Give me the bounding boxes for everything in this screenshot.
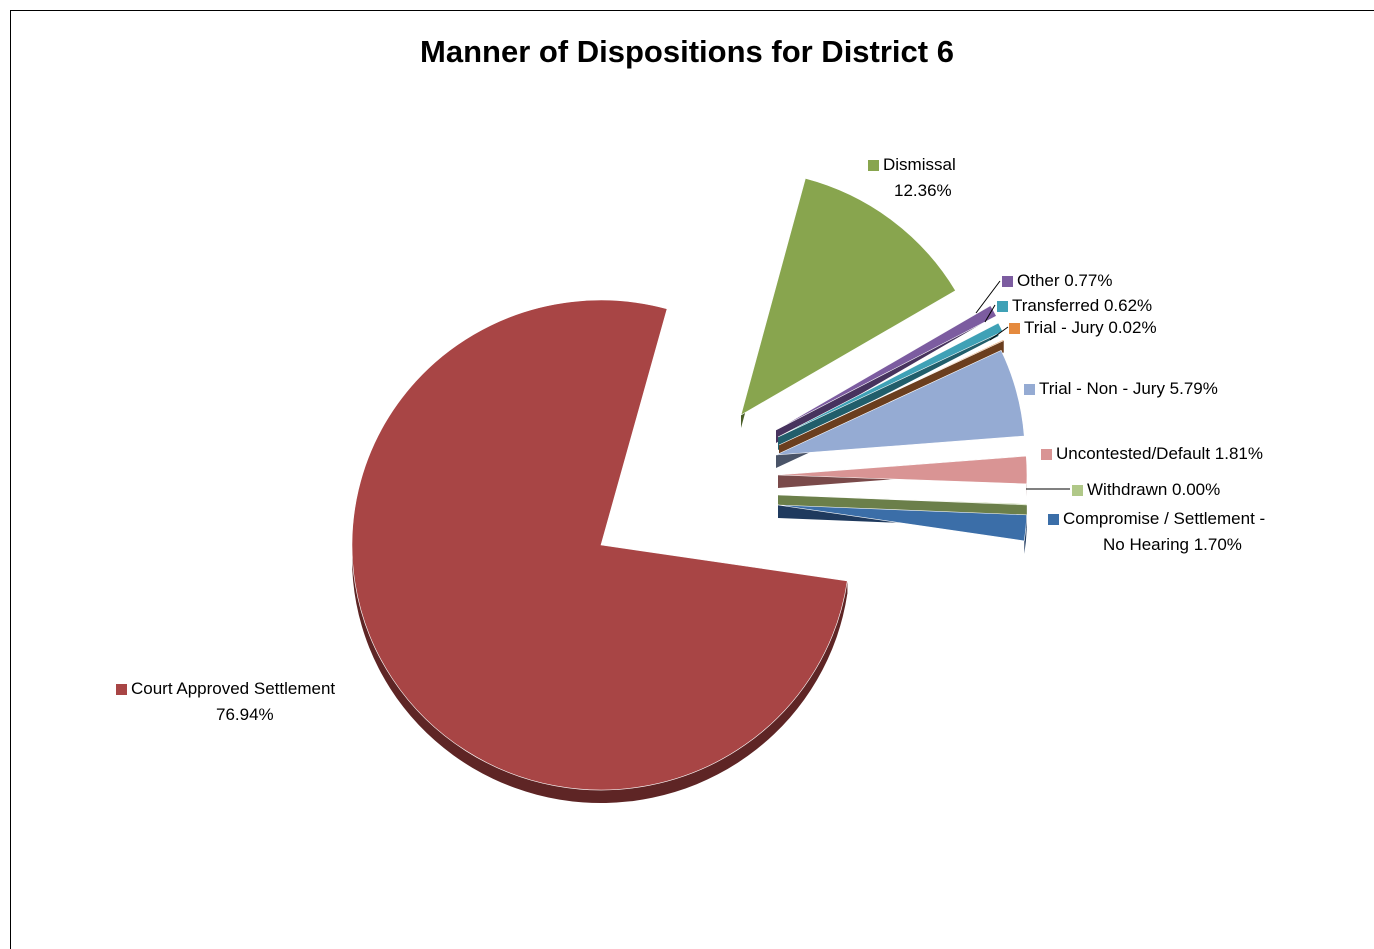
- chart-title: Manner of Dispositions for District 6: [420, 34, 954, 69]
- legend-swatch-withdrawn: [1072, 484, 1083, 496]
- label-trial-jury: Trial - Jury 0.02%: [1009, 315, 1157, 341]
- label-value: No Hearing 1.70%: [1103, 535, 1242, 554]
- label-text: Transferred 0.62%: [1012, 296, 1153, 315]
- label-value: 76.94%: [216, 705, 274, 724]
- slice-transferred[interactable]: [777, 322, 1004, 438]
- chart-frame: [10, 10, 1374, 949]
- slice-compromise[interactable]: [777, 504, 1028, 542]
- slice-face-withdrawn: [778, 495, 1027, 517]
- label-uncontested: Uncontested/Default 1.81%: [1041, 441, 1263, 467]
- label-text: Uncontested/Default 1.81%: [1056, 444, 1263, 463]
- legend-swatch-trial-jury: [1009, 322, 1020, 334]
- label-other: Other 0.77%: [1002, 268, 1112, 294]
- label-court-approved-settlement: Court Approved Settlement 76.94%: [116, 676, 335, 728]
- legend-swatch-court: [116, 683, 127, 695]
- legend-swatch-other: [1002, 275, 1013, 287]
- label-text: Withdrawn 0.00%: [1087, 480, 1221, 499]
- label-value: 12.36%: [894, 181, 952, 200]
- slice-court-approved-settlement[interactable]: [351, 299, 848, 791]
- slice-side-compromise: [1024, 514, 1027, 554]
- legend-swatch-dismissal: [868, 159, 879, 171]
- label-text: Other 0.77%: [1017, 271, 1113, 290]
- slice-dismissal[interactable]: [740, 177, 956, 416]
- legend-swatch-transferred: [997, 300, 1008, 312]
- leader-line: [984, 304, 996, 323]
- legend-swatch-uncontested: [1041, 448, 1052, 460]
- pie-tops: [351, 177, 1028, 791]
- slice-uncontested[interactable]: [777, 455, 1028, 485]
- label-text: Dismissal: [883, 155, 956, 174]
- legend-swatch-compromise: [1048, 513, 1059, 525]
- leader-lines: [975, 280, 1070, 490]
- leader-line: [989, 326, 1009, 341]
- label-trial-non-jury: Trial - Non - Jury 5.79%: [1024, 376, 1218, 402]
- slice-trial-non-jury[interactable]: [775, 349, 1025, 456]
- label-transferred: Transferred 0.62%: [997, 293, 1152, 319]
- label-text: Compromise / Settlement -: [1063, 509, 1266, 528]
- label-withdrawn: Withdrawn 0.00%: [1072, 477, 1220, 503]
- slice-other[interactable]: [775, 305, 997, 431]
- label-dismissal: Dismissal 12.36%: [868, 152, 956, 204]
- leader-line: [975, 280, 1001, 314]
- slice-withdrawn[interactable]: [777, 494, 1028, 506]
- label-compromise: Compromise / Settlement - No Hearing 1.7…: [1048, 506, 1265, 558]
- label-text: Court Approved Settlement: [131, 679, 336, 698]
- slice-trial-jury[interactable]: [778, 339, 1005, 446]
- legend-swatch-trial-non-jury: [1024, 383, 1035, 395]
- label-text: Trial - Non - Jury 5.79%: [1039, 379, 1218, 398]
- label-text: Trial - Jury 0.02%: [1024, 318, 1157, 337]
